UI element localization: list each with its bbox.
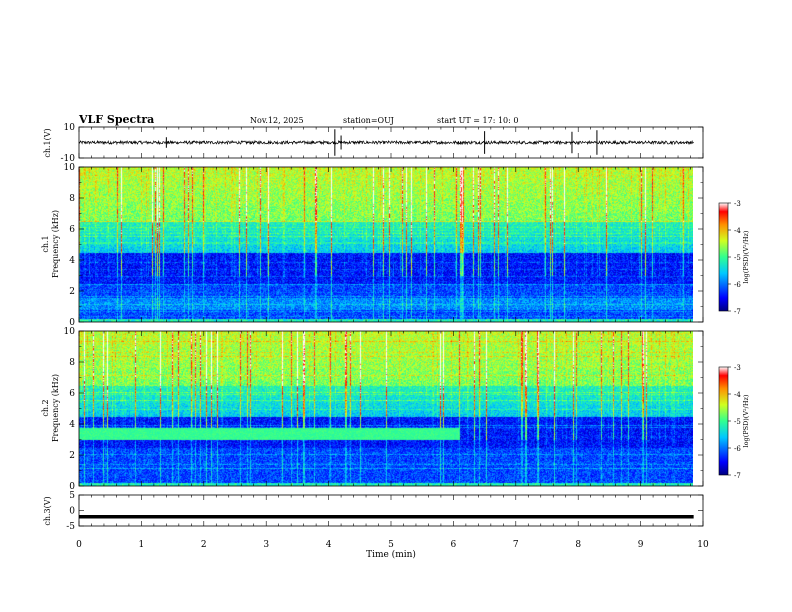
ch1-spectrogram-image	[79, 167, 693, 322]
colorbar-tick-label: -6	[734, 281, 741, 289]
x-tick-label: 4	[326, 540, 332, 550]
y-tick-label: 8	[69, 194, 75, 204]
x-tick-label: 2	[201, 540, 207, 550]
y-tick-label: -5	[66, 522, 75, 532]
x-tick-label: 8	[575, 540, 581, 550]
ch1-spec-ylabel-2: Frequency (kHz)	[51, 210, 60, 278]
colorbar-tick-label: -4	[734, 227, 741, 235]
colorbar-tick-label: -6	[734, 445, 741, 453]
y-tick-label: -10	[61, 154, 76, 164]
x-tick-label: 3	[263, 540, 269, 550]
ch1-waveform-line	[78, 139, 694, 146]
y-tick-label: 4	[69, 420, 75, 430]
ch2-spectrogram-image	[79, 331, 693, 486]
colorbar-tick-label: -7	[734, 472, 741, 480]
colorbar-tick-label: -3	[734, 200, 741, 208]
x-tick-label: 9	[638, 540, 644, 550]
start-time-label: start UT = 17: 10: 0	[437, 116, 518, 125]
y-tick-label: 0	[69, 507, 75, 517]
x-axis-label: Time (min)	[366, 549, 416, 560]
y-tick-label: 8	[69, 358, 75, 368]
y-tick-label: 10	[64, 123, 76, 133]
y-tick-label: 0	[69, 482, 75, 492]
colorbar-label: log(PSD)(V²/Hz)	[742, 230, 750, 283]
x-tick-label: 6	[451, 540, 457, 550]
colorbar-label: log(PSD)(V²/Hz)	[742, 394, 750, 447]
ch2-spec-ylabel-1: ch.2	[41, 399, 50, 416]
date-label: Nov.12, 2025	[250, 116, 304, 125]
colorbar-tick-label: -5	[734, 254, 741, 262]
x-tick-label: 5	[388, 540, 394, 550]
ch3-ylabel: ch.3(V)	[43, 496, 52, 525]
y-tick-label: 2	[69, 451, 75, 461]
y-tick-label: 4	[69, 256, 75, 266]
colorbar-tick-label: -4	[734, 391, 741, 399]
colorbar-tick-label: -7	[734, 308, 741, 316]
x-tick-label: 1	[139, 540, 145, 550]
y-tick-label: 0	[69, 318, 75, 328]
ch2-spec-ylabel-2: Frequency (kHz)	[51, 374, 60, 442]
x-tick-label: 10	[697, 540, 709, 550]
ch2-colorbar	[718, 366, 729, 476]
y-tick-label: 2	[69, 287, 75, 297]
y-tick-label: 6	[69, 225, 75, 235]
y-tick-label: 10	[64, 163, 76, 173]
x-tick-label: 7	[513, 540, 519, 550]
ch1-colorbar	[718, 202, 729, 312]
ch1-spec-ylabel-1: ch.1	[41, 235, 50, 252]
y-tick-label: 10	[64, 327, 76, 337]
ch1-ylabel: ch.1(V)	[43, 128, 52, 157]
y-tick-label: 6	[69, 389, 75, 399]
colorbar-tick-label: -5	[734, 418, 741, 426]
station-label: station=OUJ	[343, 116, 394, 125]
figure-title: VLF Spectra	[78, 113, 154, 126]
colorbar-tick-label: -3	[734, 364, 741, 372]
y-tick-label: 5	[69, 491, 75, 501]
x-tick-label: 0	[76, 540, 82, 550]
